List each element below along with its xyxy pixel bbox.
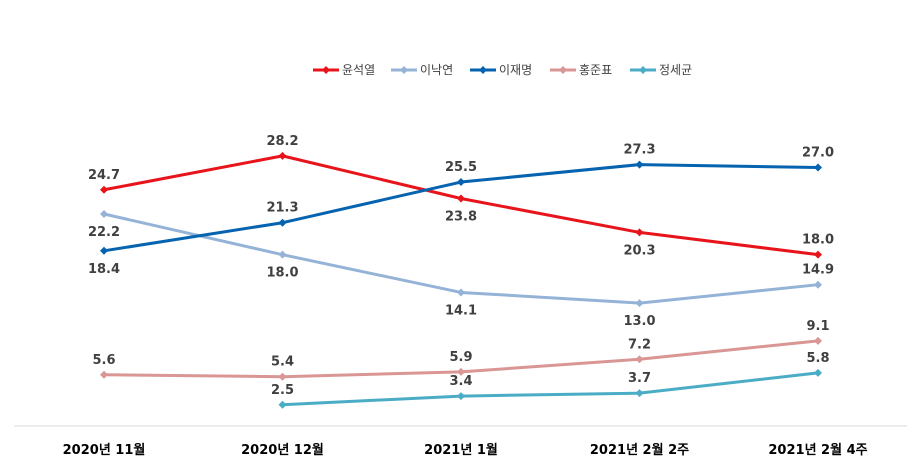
legend-item-5: 정세균 bbox=[630, 63, 692, 77]
data-point-marker bbox=[457, 367, 465, 376]
data-label: 27.0 bbox=[802, 146, 834, 161]
legend-swatch-marker bbox=[559, 66, 567, 74]
data-label: 27.3 bbox=[623, 143, 655, 158]
data-point-marker bbox=[457, 288, 465, 297]
data-point-marker bbox=[635, 355, 644, 364]
legend-item-3: 이재명 bbox=[470, 63, 532, 77]
data-labels: 24.7 28.2 23.8 20.3 18.0 22.2 18.0 14.1 13.0 14.9… bbox=[88, 134, 834, 398]
data-point-marker bbox=[100, 209, 108, 218]
data-point-marker bbox=[635, 160, 644, 169]
data-point-marker bbox=[814, 336, 822, 345]
data-label: 5.9 bbox=[449, 350, 472, 365]
data-label: 9.1 bbox=[806, 319, 829, 334]
data-label: 5.6 bbox=[92, 353, 115, 368]
data-label: 23.8 bbox=[445, 209, 477, 224]
data-label: 7.2 bbox=[628, 337, 651, 352]
data-label: 13.0 bbox=[623, 314, 655, 329]
data-point-marker bbox=[100, 370, 108, 379]
x-tick-label: 2021년 2월 2주 bbox=[590, 442, 689, 458]
legend: 윤석열 이낙연 이재명 홍준표 정세균 bbox=[313, 63, 692, 77]
data-point-marker bbox=[278, 400, 287, 409]
data-point-marker bbox=[814, 368, 822, 377]
data-point-marker bbox=[100, 246, 108, 255]
data-point-marker bbox=[635, 389, 644, 398]
legend-swatch-marker bbox=[400, 66, 408, 74]
data-label: 21.3 bbox=[266, 201, 298, 216]
data-point-marker bbox=[635, 228, 644, 237]
x-tick-label: 2021년 2월 4주 bbox=[768, 442, 867, 458]
x-tick-label: 2020년 11월 bbox=[63, 442, 146, 458]
data-label: 5.8 bbox=[806, 351, 829, 366]
data-point-marker bbox=[278, 250, 287, 259]
data-label: 22.2 bbox=[88, 225, 120, 240]
data-point-marker bbox=[278, 151, 287, 160]
data-label: 18.0 bbox=[266, 266, 298, 281]
x-tick-labels: 2020년 11월 2020년 12월 2021년 1월 2021년 2월 2주 202… bbox=[63, 442, 868, 458]
series-2 bbox=[100, 209, 822, 308]
legend-item-1: 윤석열 bbox=[313, 63, 375, 77]
legend-label: 이재명 bbox=[499, 63, 532, 77]
series-layer bbox=[100, 151, 822, 409]
legend-label: 이낙연 bbox=[420, 63, 453, 77]
data-label: 24.7 bbox=[88, 168, 120, 183]
legend-label: 정세균 bbox=[659, 63, 692, 77]
legend-item-4: 홍준표 bbox=[550, 63, 612, 77]
data-point-marker bbox=[457, 392, 465, 401]
legend-swatch-marker bbox=[479, 66, 487, 74]
series-5 bbox=[278, 368, 822, 409]
series-1 bbox=[100, 151, 822, 259]
data-point-marker bbox=[278, 372, 287, 381]
legend-label: 홍준표 bbox=[579, 63, 612, 77]
series-3 bbox=[100, 160, 822, 255]
series-line bbox=[282, 371, 819, 407]
legend-label: 윤석열 bbox=[342, 63, 375, 77]
data-point-marker bbox=[814, 280, 822, 289]
data-label: 18.0 bbox=[802, 233, 834, 248]
data-point-marker bbox=[278, 218, 287, 227]
legend-item-2: 이낙연 bbox=[391, 63, 453, 77]
data-point-marker bbox=[635, 299, 644, 308]
data-label: 2.5 bbox=[271, 383, 294, 398]
legend-swatch-marker bbox=[639, 66, 647, 74]
data-label: 3.7 bbox=[628, 371, 651, 386]
data-label: 3.4 bbox=[449, 374, 472, 389]
data-point-marker bbox=[457, 178, 465, 187]
legend-swatch-marker bbox=[322, 66, 330, 74]
data-point-marker bbox=[814, 250, 822, 259]
data-point-marker bbox=[100, 185, 108, 194]
data-label: 20.3 bbox=[623, 243, 655, 258]
data-label: 14.9 bbox=[802, 263, 834, 278]
x-tick-label: 2021년 1월 bbox=[424, 442, 498, 458]
data-label: 25.5 bbox=[445, 160, 477, 175]
data-point-marker bbox=[814, 163, 822, 172]
data-label: 14.1 bbox=[445, 303, 477, 318]
data-label: 18.4 bbox=[88, 262, 120, 277]
data-point-marker bbox=[457, 194, 465, 203]
x-tick-label: 2020년 12월 bbox=[241, 442, 324, 458]
data-label: 28.2 bbox=[266, 134, 298, 149]
data-label: 5.4 bbox=[271, 355, 294, 370]
series-4 bbox=[100, 336, 822, 381]
